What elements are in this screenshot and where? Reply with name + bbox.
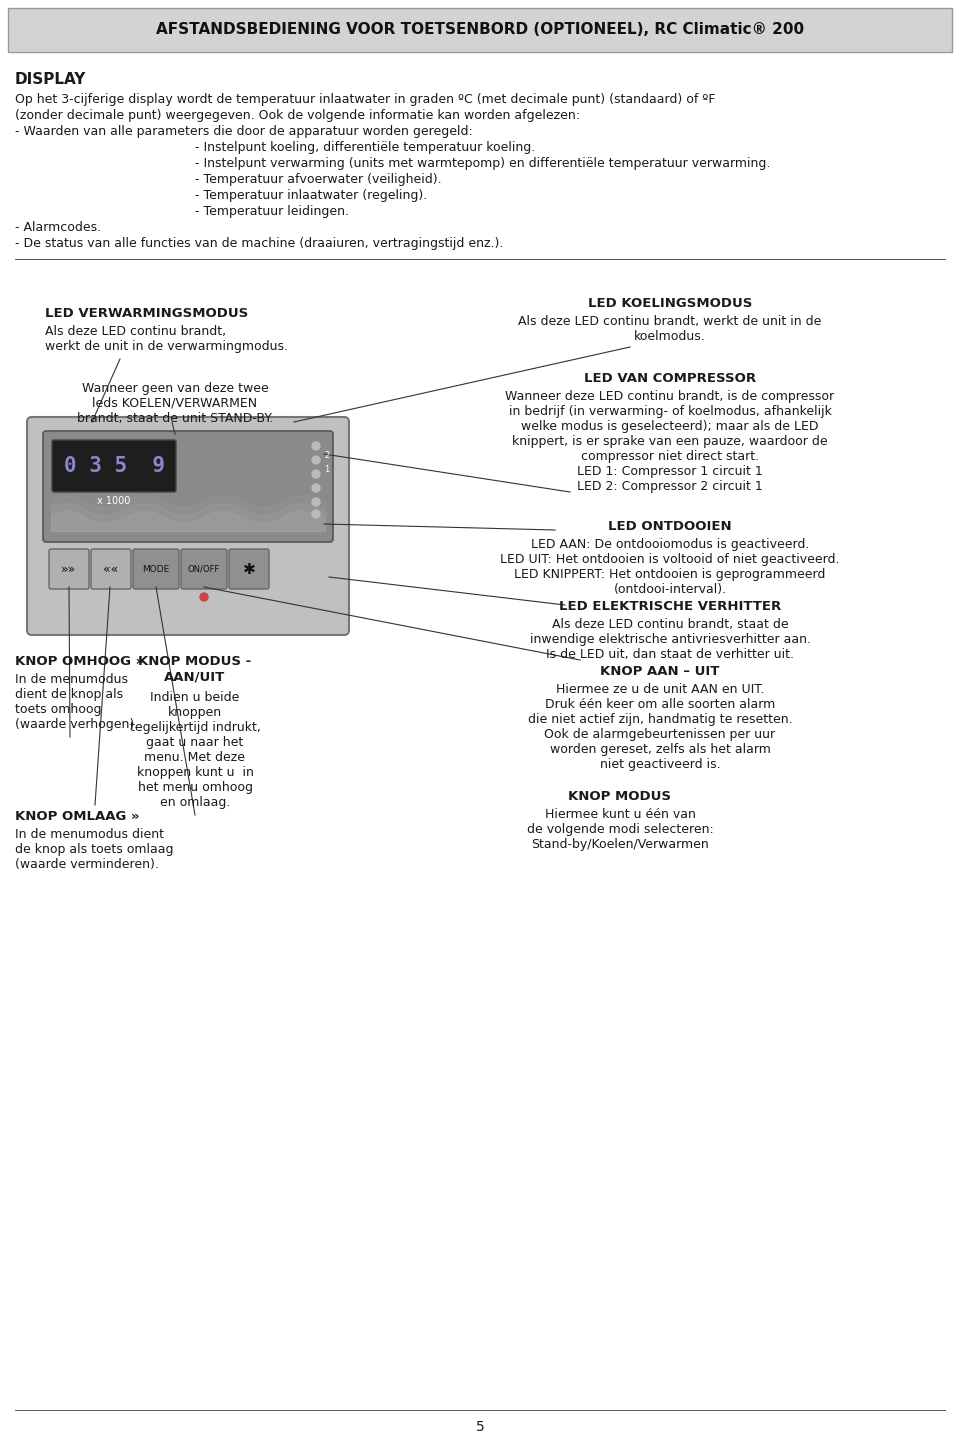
FancyBboxPatch shape [133,549,179,589]
Text: 0 3 5  9: 0 3 5 9 [63,456,164,476]
Text: Hiermee kunt u één van
de volgende modi selecteren:
Stand-by/Koelen/Verwarmen: Hiermee kunt u één van de volgende modi … [527,807,713,850]
Text: Indien u beide
knoppen
tegelijkertijd indrukt,
gaat u naar het
menu. Met deze
kn: Indien u beide knoppen tegelijkertijd in… [130,691,260,809]
Text: Op het 3-cijferige display wordt de temperatuur inlaatwater in graden ºC (met de: Op het 3-cijferige display wordt de temp… [15,93,715,106]
Text: Als deze LED continu brandt, werkt de unit in de
koelmodus.: Als deze LED continu brandt, werkt de un… [518,315,822,343]
FancyBboxPatch shape [27,417,349,635]
Text: Wanneer geen van deze twee
leds KOELEN/VERWARMEN
brandt, staat de unit STAND-BY.: Wanneer geen van deze twee leds KOELEN/V… [77,381,274,424]
Text: Als deze LED continu brandt, staat de
inwendige elektrische antivriesverhitter a: Als deze LED continu brandt, staat de in… [530,618,810,661]
FancyBboxPatch shape [52,440,176,492]
Text: In de menumodus
dient de knop als
toets omhoog
(waarde verhogen).: In de menumodus dient de knop als toets … [15,673,138,731]
FancyBboxPatch shape [91,549,131,589]
Text: x 1000: x 1000 [97,496,131,506]
Text: - Temperatuur afvoerwater (veiligheid).: - Temperatuur afvoerwater (veiligheid). [195,174,442,186]
Circle shape [312,442,320,450]
Text: LED VERWARMINGSMODUS: LED VERWARMINGSMODUS [45,307,249,320]
Text: - Waarden van alle parameters die door de apparatuur worden geregeld:: - Waarden van alle parameters die door d… [15,125,472,138]
FancyBboxPatch shape [49,549,89,589]
Text: AFSTANDSBEDIENING VOOR TOETSENBORD (OPTIONEEL), RC Climatic® 200: AFSTANDSBEDIENING VOOR TOETSENBORD (OPTI… [156,23,804,37]
Text: - Temperatuur leidingen.: - Temperatuur leidingen. [195,205,349,218]
Text: KNOP MODUS -
AAN/UIT: KNOP MODUS - AAN/UIT [138,655,252,683]
Text: KNOP OMLAAG »: KNOP OMLAAG » [15,810,139,823]
Text: Hiermee ze u de unit AAN en UIT.
Druk één keer om alle soorten alarm
die niet ac: Hiermee ze u de unit AAN en UIT. Druk éé… [528,683,792,771]
FancyBboxPatch shape [229,549,269,589]
Text: - Instelpunt verwarming (units met warmtepomp) en differentiële temperatuur verw: - Instelpunt verwarming (units met warmt… [195,156,770,171]
Circle shape [312,456,320,465]
Text: (zonder decimale punt) weergegeven. Ook de volgende informatie kan worden afgele: (zonder decimale punt) weergegeven. Ook … [15,109,580,122]
Text: MODE: MODE [142,565,170,574]
Text: 5: 5 [475,1420,485,1434]
Text: KNOP AAN – UIT: KNOP AAN – UIT [600,665,720,678]
Text: »»: »» [61,562,77,575]
Text: KNOP MODUS: KNOP MODUS [568,790,671,803]
Text: KNOP OMHOOG »: KNOP OMHOOG » [15,655,144,668]
Text: LED VAN COMPRESSOR: LED VAN COMPRESSOR [584,371,756,384]
Text: LED ELEKTRISCHE VERHITTER: LED ELEKTRISCHE VERHITTER [559,599,781,612]
Text: ««: «« [104,562,119,575]
Text: Als deze LED continu brandt,
werkt de unit in de verwarmingmodus.: Als deze LED continu brandt, werkt de un… [45,326,288,353]
Text: ✱: ✱ [243,562,255,576]
Text: - De status van alle functies van de machine (draaiuren, vertragingstijd enz.).: - De status van alle functies van de mac… [15,237,503,250]
Text: ON/OFF: ON/OFF [188,565,220,574]
Circle shape [312,485,320,492]
Text: 1: 1 [324,466,329,475]
Text: DISPLAY: DISPLAY [15,72,86,87]
Text: LED AAN: De ontdooiomodus is geactiveerd.
LED UIT: Het ontdooien is voltooid of : LED AAN: De ontdooiomodus is geactiveerd… [500,538,840,597]
Text: 2: 2 [324,452,329,460]
Text: LED ONTDOOIEN: LED ONTDOOIEN [609,521,732,533]
FancyBboxPatch shape [8,9,952,52]
FancyBboxPatch shape [43,432,333,542]
Circle shape [312,498,320,506]
Text: - Instelpunt koeling, differentiële temperatuur koeling.: - Instelpunt koeling, differentiële temp… [195,141,536,153]
Text: - Temperatuur inlaatwater (regeling).: - Temperatuur inlaatwater (regeling). [195,189,427,202]
Circle shape [200,594,208,601]
Text: In de menumodus dient
de knop als toets omlaag
(waarde verminderen).: In de menumodus dient de knop als toets … [15,827,174,870]
FancyBboxPatch shape [181,549,227,589]
Circle shape [312,511,320,518]
Text: LED KOELINGSMODUS: LED KOELINGSMODUS [588,297,753,310]
Text: Wanneer deze LED continu brandt, is de compressor
in bedrijf (in verwarming- of : Wanneer deze LED continu brandt, is de c… [505,390,834,493]
Circle shape [312,470,320,478]
Text: - Alarmcodes.: - Alarmcodes. [15,221,101,234]
